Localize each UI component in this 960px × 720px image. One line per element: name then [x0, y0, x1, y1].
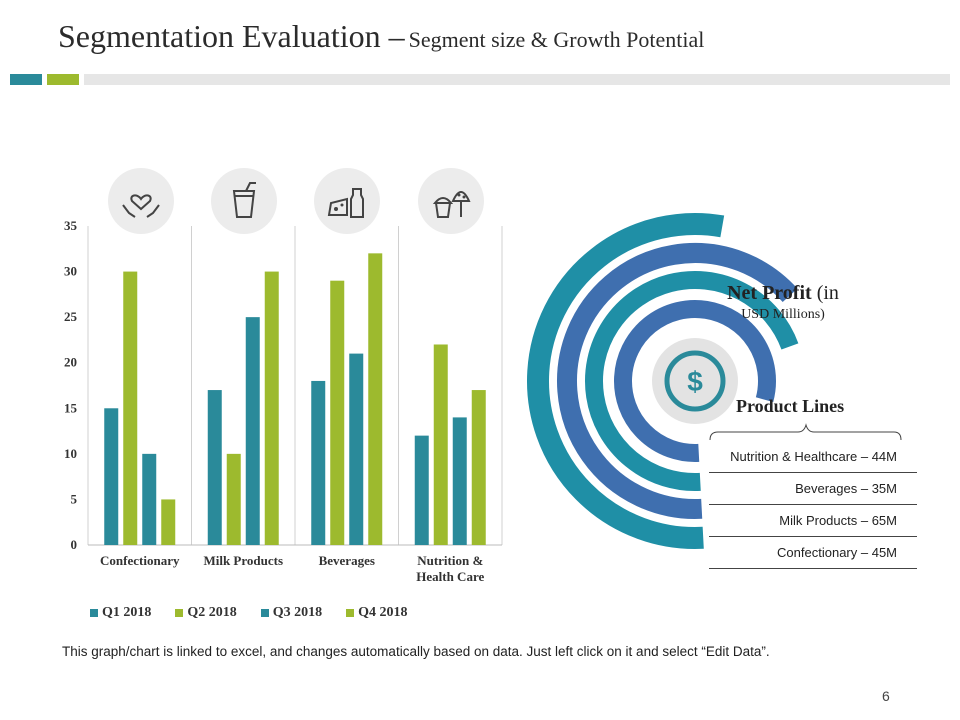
product-line-item: Milk Products – 65M: [709, 505, 917, 537]
legend-label-q2: Q2 2018: [187, 605, 237, 620]
title-main: Segmentation Evaluation –: [58, 18, 405, 54]
page-title: Segmentation Evaluation – Segment size &…: [58, 18, 704, 55]
title-accent-teal: [10, 74, 42, 85]
bar-q2-2018: [123, 271, 138, 545]
ring-confectionary: [527, 213, 725, 549]
ring-beverages: [585, 271, 799, 491]
legend-label-q4: Q4 2018: [358, 605, 408, 620]
legend-swatch-q2: [175, 609, 184, 617]
x-tick-label: Health Care: [416, 569, 484, 584]
bar-q1-2018: [207, 390, 222, 545]
chart-legend: Q1 2018 Q2 2018 Q3 2018 Q4 2018: [90, 605, 408, 621]
title-divider-strip: [84, 74, 950, 85]
x-tick-label: Nutrition &: [417, 553, 483, 568]
y-tick-label: 5: [71, 491, 78, 506]
x-tick-label: Beverages: [319, 553, 375, 568]
bar-q2-2018: [226, 453, 241, 545]
product-lines-list: Nutrition & Healthcare – 44M Beverages –…: [709, 441, 917, 569]
bar-q1-2018: [104, 408, 119, 545]
product-line-item: Confectionary – 45M: [709, 537, 917, 569]
cupcake-icon: [418, 168, 484, 234]
legend-label-q3: Q3 2018: [272, 605, 323, 620]
title-sub: Segment size & Growth Potential: [408, 27, 705, 52]
x-tick-label: Milk Products: [203, 553, 283, 568]
ring-milk-products: [557, 243, 798, 519]
legend-item-q4: Q4 2018: [346, 605, 408, 621]
ring-nutrition: [614, 300, 776, 462]
y-tick-label: 10: [64, 446, 77, 461]
bar-q3-2018: [349, 353, 364, 545]
product-line-item: Nutrition & Healthcare – 44M: [709, 441, 917, 473]
y-tick-label: 35: [64, 218, 78, 233]
page-number: 6: [882, 688, 890, 704]
legend-item-q3: Q3 2018: [260, 605, 323, 621]
net-profit-title: Net Profit (in USD Millions): [700, 282, 866, 323]
brace-icon: [709, 423, 902, 441]
y-tick-label: 15: [64, 400, 78, 415]
legend-label-q1: Q1 2018: [102, 605, 152, 620]
legend-swatch-q1: [90, 609, 98, 617]
net-profit-bold: Net Profit: [727, 282, 812, 304]
legend-swatch-q3: [260, 609, 269, 617]
bar-q4-2018: [368, 253, 383, 546]
bar-q1-2018: [311, 380, 326, 545]
bar-q2-2018: [330, 280, 345, 545]
dollar-icon: $: [687, 366, 703, 397]
product-lines-title: Product Lines: [736, 396, 845, 416]
heart-hands-icon: [108, 168, 174, 234]
footnote: This graph/chart is linked to excel, and…: [62, 644, 770, 659]
bar-q4-2018: [471, 390, 486, 545]
legend-item-q1: Q1 2018: [90, 605, 151, 621]
bar-q4-2018: [264, 271, 279, 545]
title-accent-green: [47, 74, 79, 85]
legend-swatch-q4: [346, 609, 355, 617]
drink-cup-icon: [211, 168, 277, 234]
product-line-item: Beverages – 35M: [709, 473, 917, 505]
y-tick-label: 25: [64, 309, 78, 324]
legend-item-q2: Q2 2018: [175, 605, 237, 621]
y-tick-label: 30: [64, 264, 77, 279]
bar-q4-2018: [161, 499, 176, 545]
bar-q3-2018: [245, 317, 260, 545]
bar-q3-2018: [452, 417, 467, 545]
net-profit-unit: USD Millions): [741, 307, 825, 322]
x-tick-label: Confectionary: [100, 553, 180, 568]
bar-q2-2018: [433, 344, 448, 545]
y-tick-label: 0: [71, 537, 78, 552]
y-tick-label: 20: [64, 355, 77, 370]
net-profit-rest: (in: [811, 282, 839, 304]
dollar-badge-ring: [664, 350, 726, 412]
bar-q1-2018: [414, 435, 429, 545]
bar-q3-2018: [142, 453, 157, 545]
cheese-milk-icon: [314, 168, 380, 234]
